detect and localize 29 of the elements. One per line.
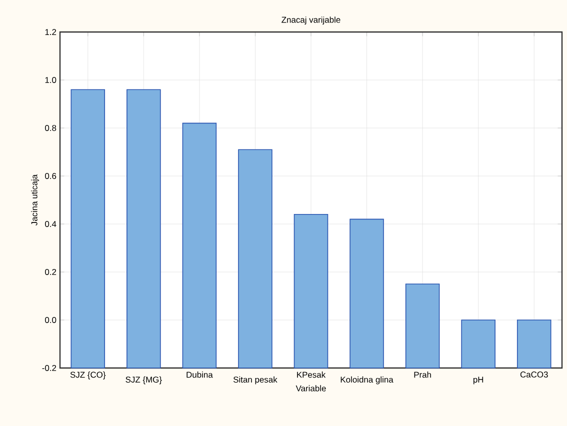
y-tick-label: 0.2 — [45, 269, 56, 275]
y-tick-label: 0.6 — [45, 173, 56, 179]
x-tick-label: Sitan pesak — [233, 376, 278, 384]
x-tick-label: pH — [473, 376, 484, 384]
y-tick-label: 0.8 — [45, 125, 56, 131]
y-tick-label: 0.4 — [45, 221, 56, 227]
y-tick-label: -0.2 — [42, 365, 56, 371]
x-tick-label: SJZ {MG} — [126, 376, 162, 384]
bar — [70, 89, 106, 368]
x-tick-label: Dubina — [186, 372, 213, 378]
x-tick-label: Koloidna glina — [340, 376, 394, 384]
x-tick-label: KPesak — [297, 372, 326, 378]
bar — [182, 122, 217, 368]
y-tick-label: 1.0 — [45, 77, 56, 83]
bar — [294, 214, 328, 368]
x-tick-label: Prah — [414, 372, 431, 378]
x-tick-label: CaCO3 — [520, 372, 548, 378]
y-tick-label: 0.0 — [45, 317, 56, 323]
y-axis-title: Jacina uticaja — [31, 174, 40, 226]
bar — [350, 218, 384, 368]
bar — [516, 320, 552, 368]
bar — [238, 149, 272, 368]
bar — [461, 320, 496, 368]
x-axis-title: Variable — [296, 385, 326, 392]
bar — [126, 89, 161, 368]
chart-title: Znacaj varijable — [282, 16, 340, 24]
bar — [405, 284, 440, 368]
x-tick-label: SJZ {CO} — [70, 372, 106, 380]
y-tick-label: 1.2 — [45, 29, 56, 35]
